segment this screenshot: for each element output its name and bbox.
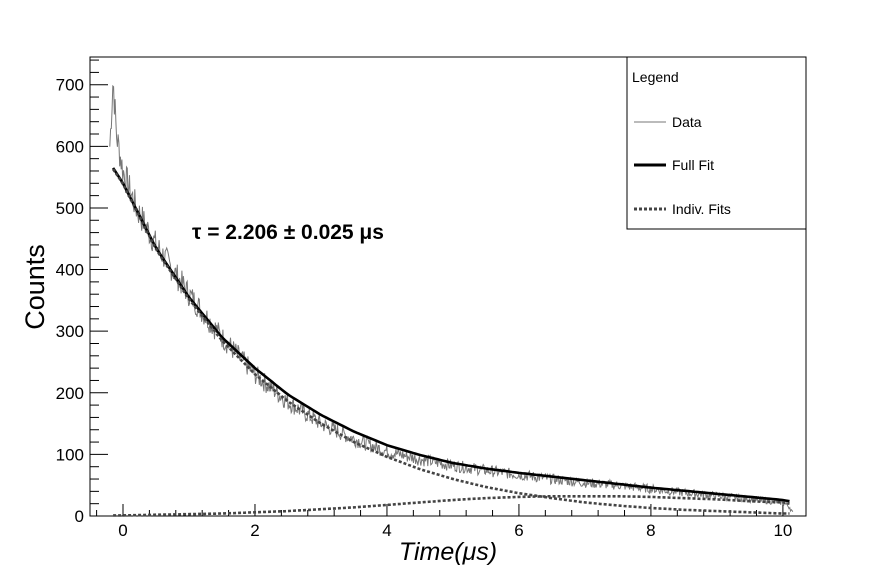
x-tick-label: 4 xyxy=(382,521,391,540)
x-tick-label: 8 xyxy=(646,521,655,540)
y-tick-label: 600 xyxy=(56,137,84,156)
series-data-trace xyxy=(109,84,794,513)
x-axis-title: Time(μs) xyxy=(399,538,497,566)
legend-box xyxy=(626,56,807,230)
y-tick-labels: 0 100 200 300 400 500 600 700 xyxy=(56,76,84,526)
y-tick-label: 400 xyxy=(56,261,84,280)
y-tick-label: 200 xyxy=(56,384,84,403)
legend-title: Legend xyxy=(632,69,679,85)
series-full-fit-line xyxy=(112,167,790,503)
x-tick-label: 6 xyxy=(514,521,523,540)
y-tick-label: 0 xyxy=(75,507,84,526)
y-tick-label: 500 xyxy=(56,199,84,218)
y-tick-label: 300 xyxy=(56,322,84,341)
y-tick-label: 100 xyxy=(56,445,84,464)
y-tick-label: 700 xyxy=(56,76,84,95)
legend: Legend Data Full Fit Indiv. Fits xyxy=(626,56,807,230)
legend-label-indiv-fits: Indiv. Fits xyxy=(672,201,731,217)
series-indiv-fit-line xyxy=(113,495,790,517)
legend-label-data: Data xyxy=(672,114,702,130)
x-tick-label: 0 xyxy=(118,521,127,540)
axis-ticks xyxy=(90,59,784,517)
series-indiv-fit-line xyxy=(112,168,790,515)
x-tick-label: 10 xyxy=(773,521,792,540)
x-tick-label: 2 xyxy=(250,521,259,540)
y-axis-title: Counts xyxy=(20,244,50,330)
tau-annotation: τ = 2.206 ± 0.025 μs xyxy=(192,221,384,244)
plot-frame xyxy=(89,56,807,517)
series-layer xyxy=(109,84,794,517)
legend-label-full-fit: Full Fit xyxy=(672,157,714,173)
x-tick-labels: 0 2 4 6 8 10 xyxy=(118,521,792,540)
